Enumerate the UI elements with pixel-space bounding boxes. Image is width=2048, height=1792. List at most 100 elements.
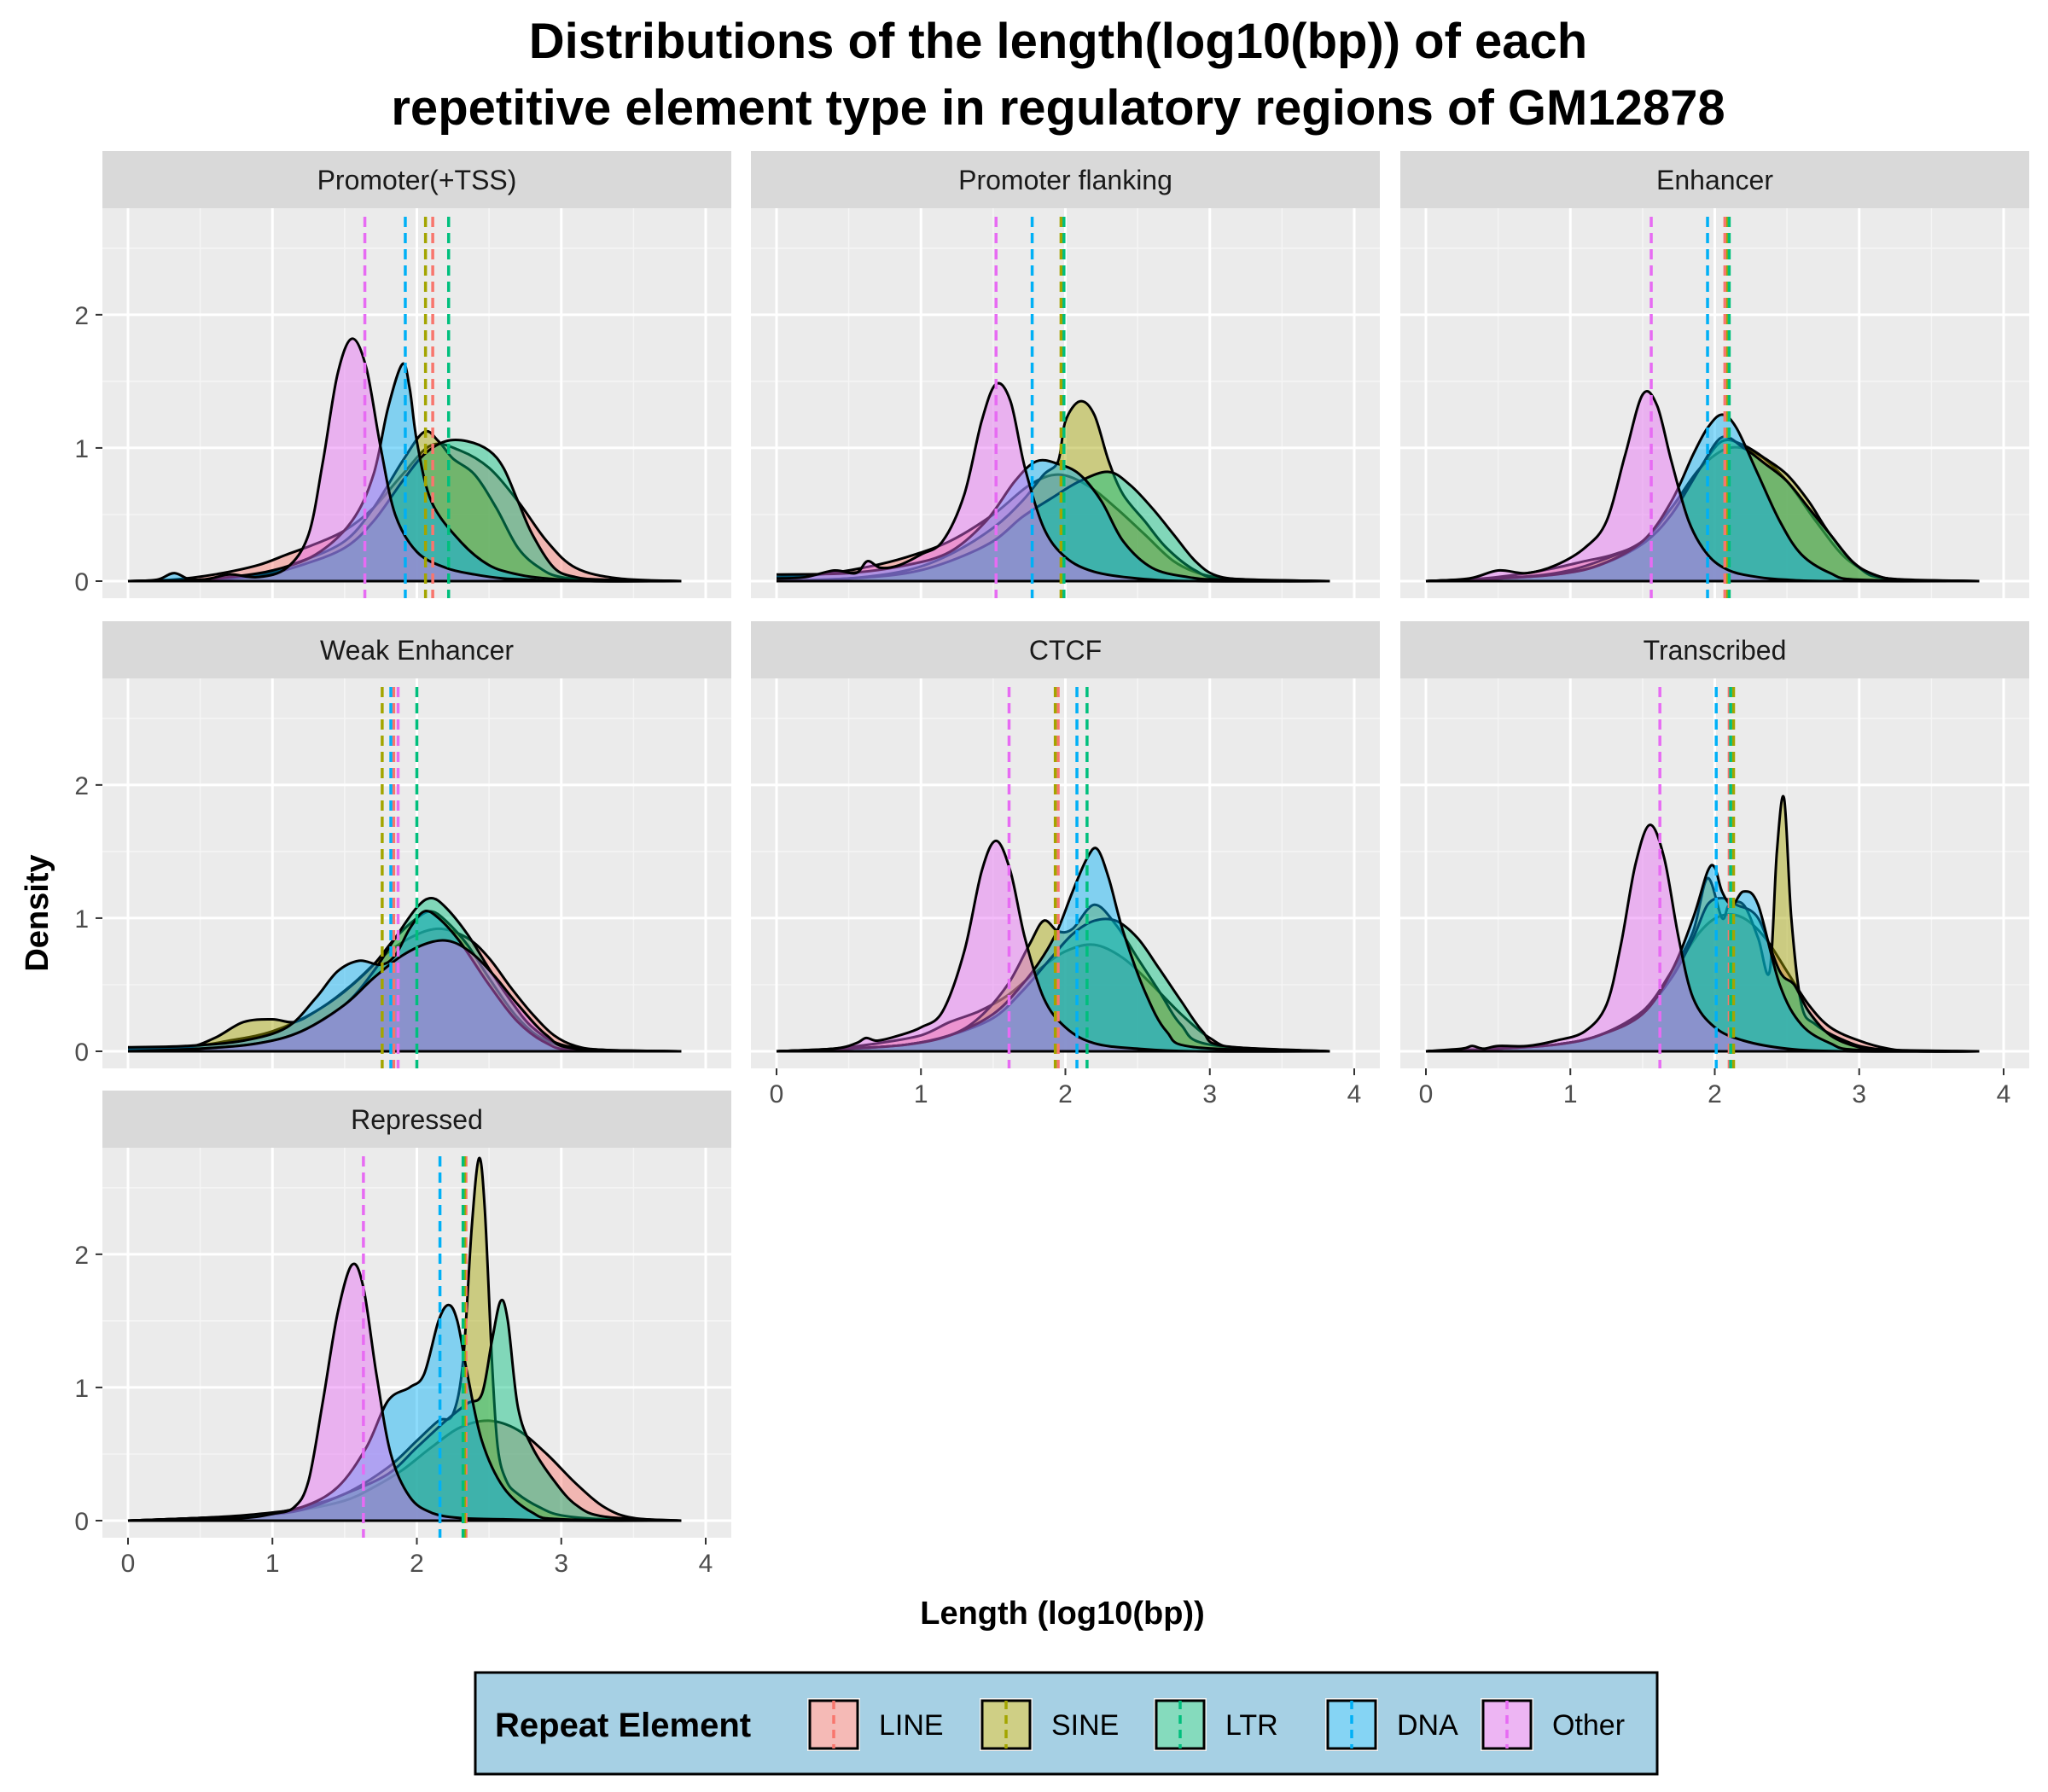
density-areas xyxy=(1425,687,1980,1068)
density-line-dna xyxy=(776,458,1330,583)
density-area-dna xyxy=(1426,864,1980,1051)
density-area-line xyxy=(128,1420,682,1521)
facet-strip xyxy=(1400,621,2029,678)
density-area-line xyxy=(1426,447,1980,581)
facet-strip xyxy=(102,1091,731,1148)
facet-strip-label: CTCF xyxy=(1029,635,1102,666)
facet-promoter-flanking: Promoter flanking xyxy=(751,151,1380,598)
y-tick-label: 1 xyxy=(74,905,89,934)
density-area-other xyxy=(128,940,682,1051)
facet-weak-enhancer: Weak Enhancer 0 1 2 xyxy=(74,621,731,1068)
facet-strip-label: Weak Enhancer xyxy=(320,635,514,666)
density-areas xyxy=(776,217,1330,598)
y-axis-title: Density xyxy=(20,854,55,971)
density-areas xyxy=(127,687,682,1068)
facet-strip-label: Enhancer xyxy=(1656,165,1773,195)
legend-label: LTR xyxy=(1225,1709,1278,1742)
x-tick-label: 1 xyxy=(265,1550,280,1578)
density-area-sine xyxy=(777,401,1330,581)
x-tick-label: 0 xyxy=(1419,1080,1434,1108)
density-area-ltr xyxy=(777,471,1330,581)
legend-item-other: Other xyxy=(1481,1698,1625,1751)
facet-panels: Promoter(+TSS) 0 1 2 Promoter flanking Enhanc… xyxy=(74,151,2029,1578)
x-tick-label: 3 xyxy=(1202,1080,1217,1108)
facet-strip-label: Promoter flanking xyxy=(958,165,1172,195)
density-line-other xyxy=(127,1262,682,1522)
density-area-ltr xyxy=(1426,898,1980,1051)
y-tick-label: 0 xyxy=(74,1508,89,1536)
density-line-other xyxy=(127,939,682,1053)
facet-strip xyxy=(102,151,731,208)
density-area-line xyxy=(1426,914,1980,1052)
y-tick-label: 2 xyxy=(74,1242,89,1270)
chart-title-line-1: Distributions of the length(log10(bp)) o… xyxy=(529,14,1588,69)
legend-title: Repeat Element xyxy=(495,1707,751,1744)
x-tick-label: 1 xyxy=(1563,1080,1578,1108)
legend-items: LINE SINE LTR DNA Other xyxy=(807,1698,1625,1751)
density-areas xyxy=(776,687,1330,1068)
density-line-other xyxy=(776,381,1330,583)
legend-label: DNA xyxy=(1397,1709,1458,1742)
density-line-ltr xyxy=(127,1299,682,1522)
facet-strip xyxy=(751,621,1380,678)
density-area-ltr xyxy=(128,898,682,1051)
density-area-ltr xyxy=(1426,436,1980,581)
facet-strip xyxy=(102,621,731,678)
legend-item-ltr: LTR xyxy=(1154,1698,1278,1751)
facet-strip-label: Transcribed xyxy=(1644,635,1787,666)
x-tick-label: 4 xyxy=(1347,1080,1362,1108)
density-area-dna xyxy=(1426,414,1980,581)
x-tick-label: 3 xyxy=(1852,1080,1866,1108)
y-tick-label: 2 xyxy=(74,772,89,800)
density-area-sine xyxy=(1426,796,1980,1052)
facet-enhancer: Enhancer xyxy=(1400,151,2029,598)
legend-label: Other xyxy=(1552,1709,1625,1742)
density-line-dna xyxy=(1425,864,1980,1053)
x-tick-label: 1 xyxy=(914,1080,928,1108)
gridlines xyxy=(751,678,1380,1068)
density-line-other xyxy=(1425,390,1980,583)
x-tick-label: 4 xyxy=(1997,1080,2011,1108)
x-tick-label: 3 xyxy=(554,1550,568,1578)
y-tick-label: 2 xyxy=(74,302,89,330)
chart-title-line-2: repetitive element type in regulatory re… xyxy=(391,80,1725,136)
density-line-dna xyxy=(776,847,1330,1053)
density-area-line xyxy=(128,928,682,1051)
density-line-other xyxy=(776,839,1330,1053)
x-tick-label: 4 xyxy=(699,1550,713,1578)
density-areas xyxy=(127,1156,682,1538)
density-area-sine xyxy=(1426,439,1980,581)
density-area-line xyxy=(777,474,1330,582)
facet-promoter-tss: Promoter(+TSS) 0 1 2 xyxy=(74,151,731,598)
legend-item-sine: SINE xyxy=(980,1698,1119,1751)
density-line-sine xyxy=(127,1156,682,1522)
legend-background xyxy=(474,1671,1659,1776)
facet-strip xyxy=(1400,151,2029,208)
x-tick-label: 2 xyxy=(410,1550,424,1578)
density-line-other xyxy=(1425,823,1980,1053)
facet-strip xyxy=(751,151,1380,208)
density-area-dna xyxy=(777,460,1330,581)
density-area-dna xyxy=(128,364,682,582)
x-tick-label: 2 xyxy=(1708,1080,1722,1108)
legend-label: SINE xyxy=(1051,1709,1119,1742)
density-line-line xyxy=(127,442,682,583)
facet-strip-label: Promoter(+TSS) xyxy=(317,165,517,195)
density-line-ltr xyxy=(776,470,1330,583)
density-areas xyxy=(1425,217,1980,598)
x-tick-label: 2 xyxy=(1058,1080,1073,1108)
legend-item-dna: DNA xyxy=(1325,1698,1458,1751)
x-tick-label: 0 xyxy=(121,1550,136,1578)
density-line-line xyxy=(127,927,682,1053)
facet-transcribed: Transcribed 0 1 2 3 4 xyxy=(1400,621,2029,1108)
facet-strip-label: Repressed xyxy=(351,1104,483,1135)
density-line-sine xyxy=(776,399,1330,583)
facet-repressed: Repressed 0 1 2 0 1 2 3 4 xyxy=(74,1091,731,1578)
y-tick-label: 1 xyxy=(74,435,89,463)
density-line-dna xyxy=(127,910,682,1053)
density-area-dna xyxy=(128,1305,682,1521)
legend: Repeat Element LINE SINE LTR DNA Other xyxy=(474,1671,1659,1776)
facet-ctcf: CTCF 0 1 2 3 4 xyxy=(751,621,1380,1108)
density-line-dna xyxy=(1425,413,1980,583)
